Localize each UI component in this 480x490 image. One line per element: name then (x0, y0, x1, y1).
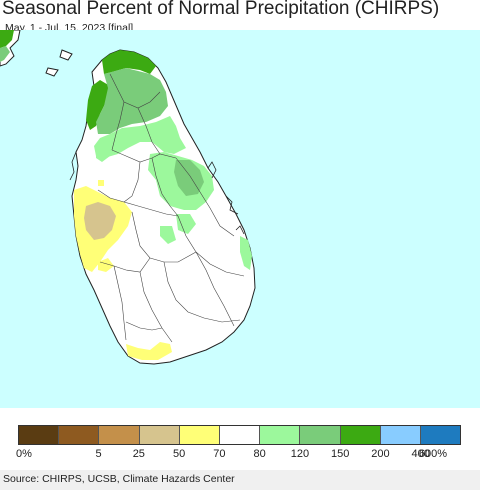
india-light-green (0, 46, 10, 62)
coast-detail (69, 151, 245, 235)
legend-label-0: 0% (16, 448, 32, 460)
legend-swatch-5 (219, 426, 261, 444)
legend-label-8: 200 (371, 448, 390, 460)
legend-labels: 0% 5 25 50 70 80 120 150 200 400 600% (0, 448, 480, 462)
district-boundaries (97, 73, 245, 343)
legend-label-9: 400 (411, 448, 430, 460)
legend-swatch-8 (340, 426, 381, 444)
legend-swatch-3 (139, 426, 180, 444)
legend-swatch-4 (179, 426, 220, 444)
mid-green-north (96, 68, 168, 134)
mid-green-east (174, 160, 204, 196)
sri-lanka-map (0, 30, 256, 365)
legend-label-5: 80 (253, 448, 266, 460)
legend-label-7: 150 (330, 448, 350, 460)
yellow-west-small (98, 258, 114, 272)
legend-swatch-7 (300, 426, 341, 444)
tan-west (84, 202, 116, 240)
light-green-east-coast (240, 236, 252, 270)
page-title: Seasonal Percent of Normal Precipitation… (2, 0, 440, 19)
legend-label-6: 120 (290, 448, 310, 460)
light-green-west-small (96, 146, 110, 162)
india-green (0, 30, 14, 48)
legend-label-10: 600% (418, 448, 448, 460)
legend-swatch-6 (260, 426, 301, 444)
dark-green-north (102, 50, 156, 74)
footer: Source: CHIRPS, UCSB, Climate Hazards Ce… (0, 470, 480, 490)
legend-label-1: 5 (95, 448, 102, 460)
map-panel (0, 30, 480, 408)
source-credit: Source: CHIRPS, UCSB, Climate Hazards Ce… (3, 473, 235, 485)
light-green-central (160, 226, 176, 244)
legend-swatch-2 (99, 426, 140, 444)
island-north (59, 49, 73, 61)
light-green-east-2 (176, 214, 196, 234)
legend-label-4: 70 (213, 448, 226, 460)
green-north-west (86, 80, 110, 130)
legend-swatch-10 (420, 426, 461, 444)
yellow-south (126, 342, 172, 360)
legend-swatch-1 (59, 426, 100, 444)
light-green-north (94, 116, 186, 158)
legend-swatch-0 (19, 426, 60, 444)
island-north-2 (45, 67, 59, 77)
yellow-north-spot (98, 180, 104, 186)
legend-label-2: 25 (132, 448, 145, 460)
legend-color-bar (18, 425, 461, 445)
legend-swatch-9 (380, 426, 421, 444)
legend-label-3: 50 (172, 448, 186, 460)
